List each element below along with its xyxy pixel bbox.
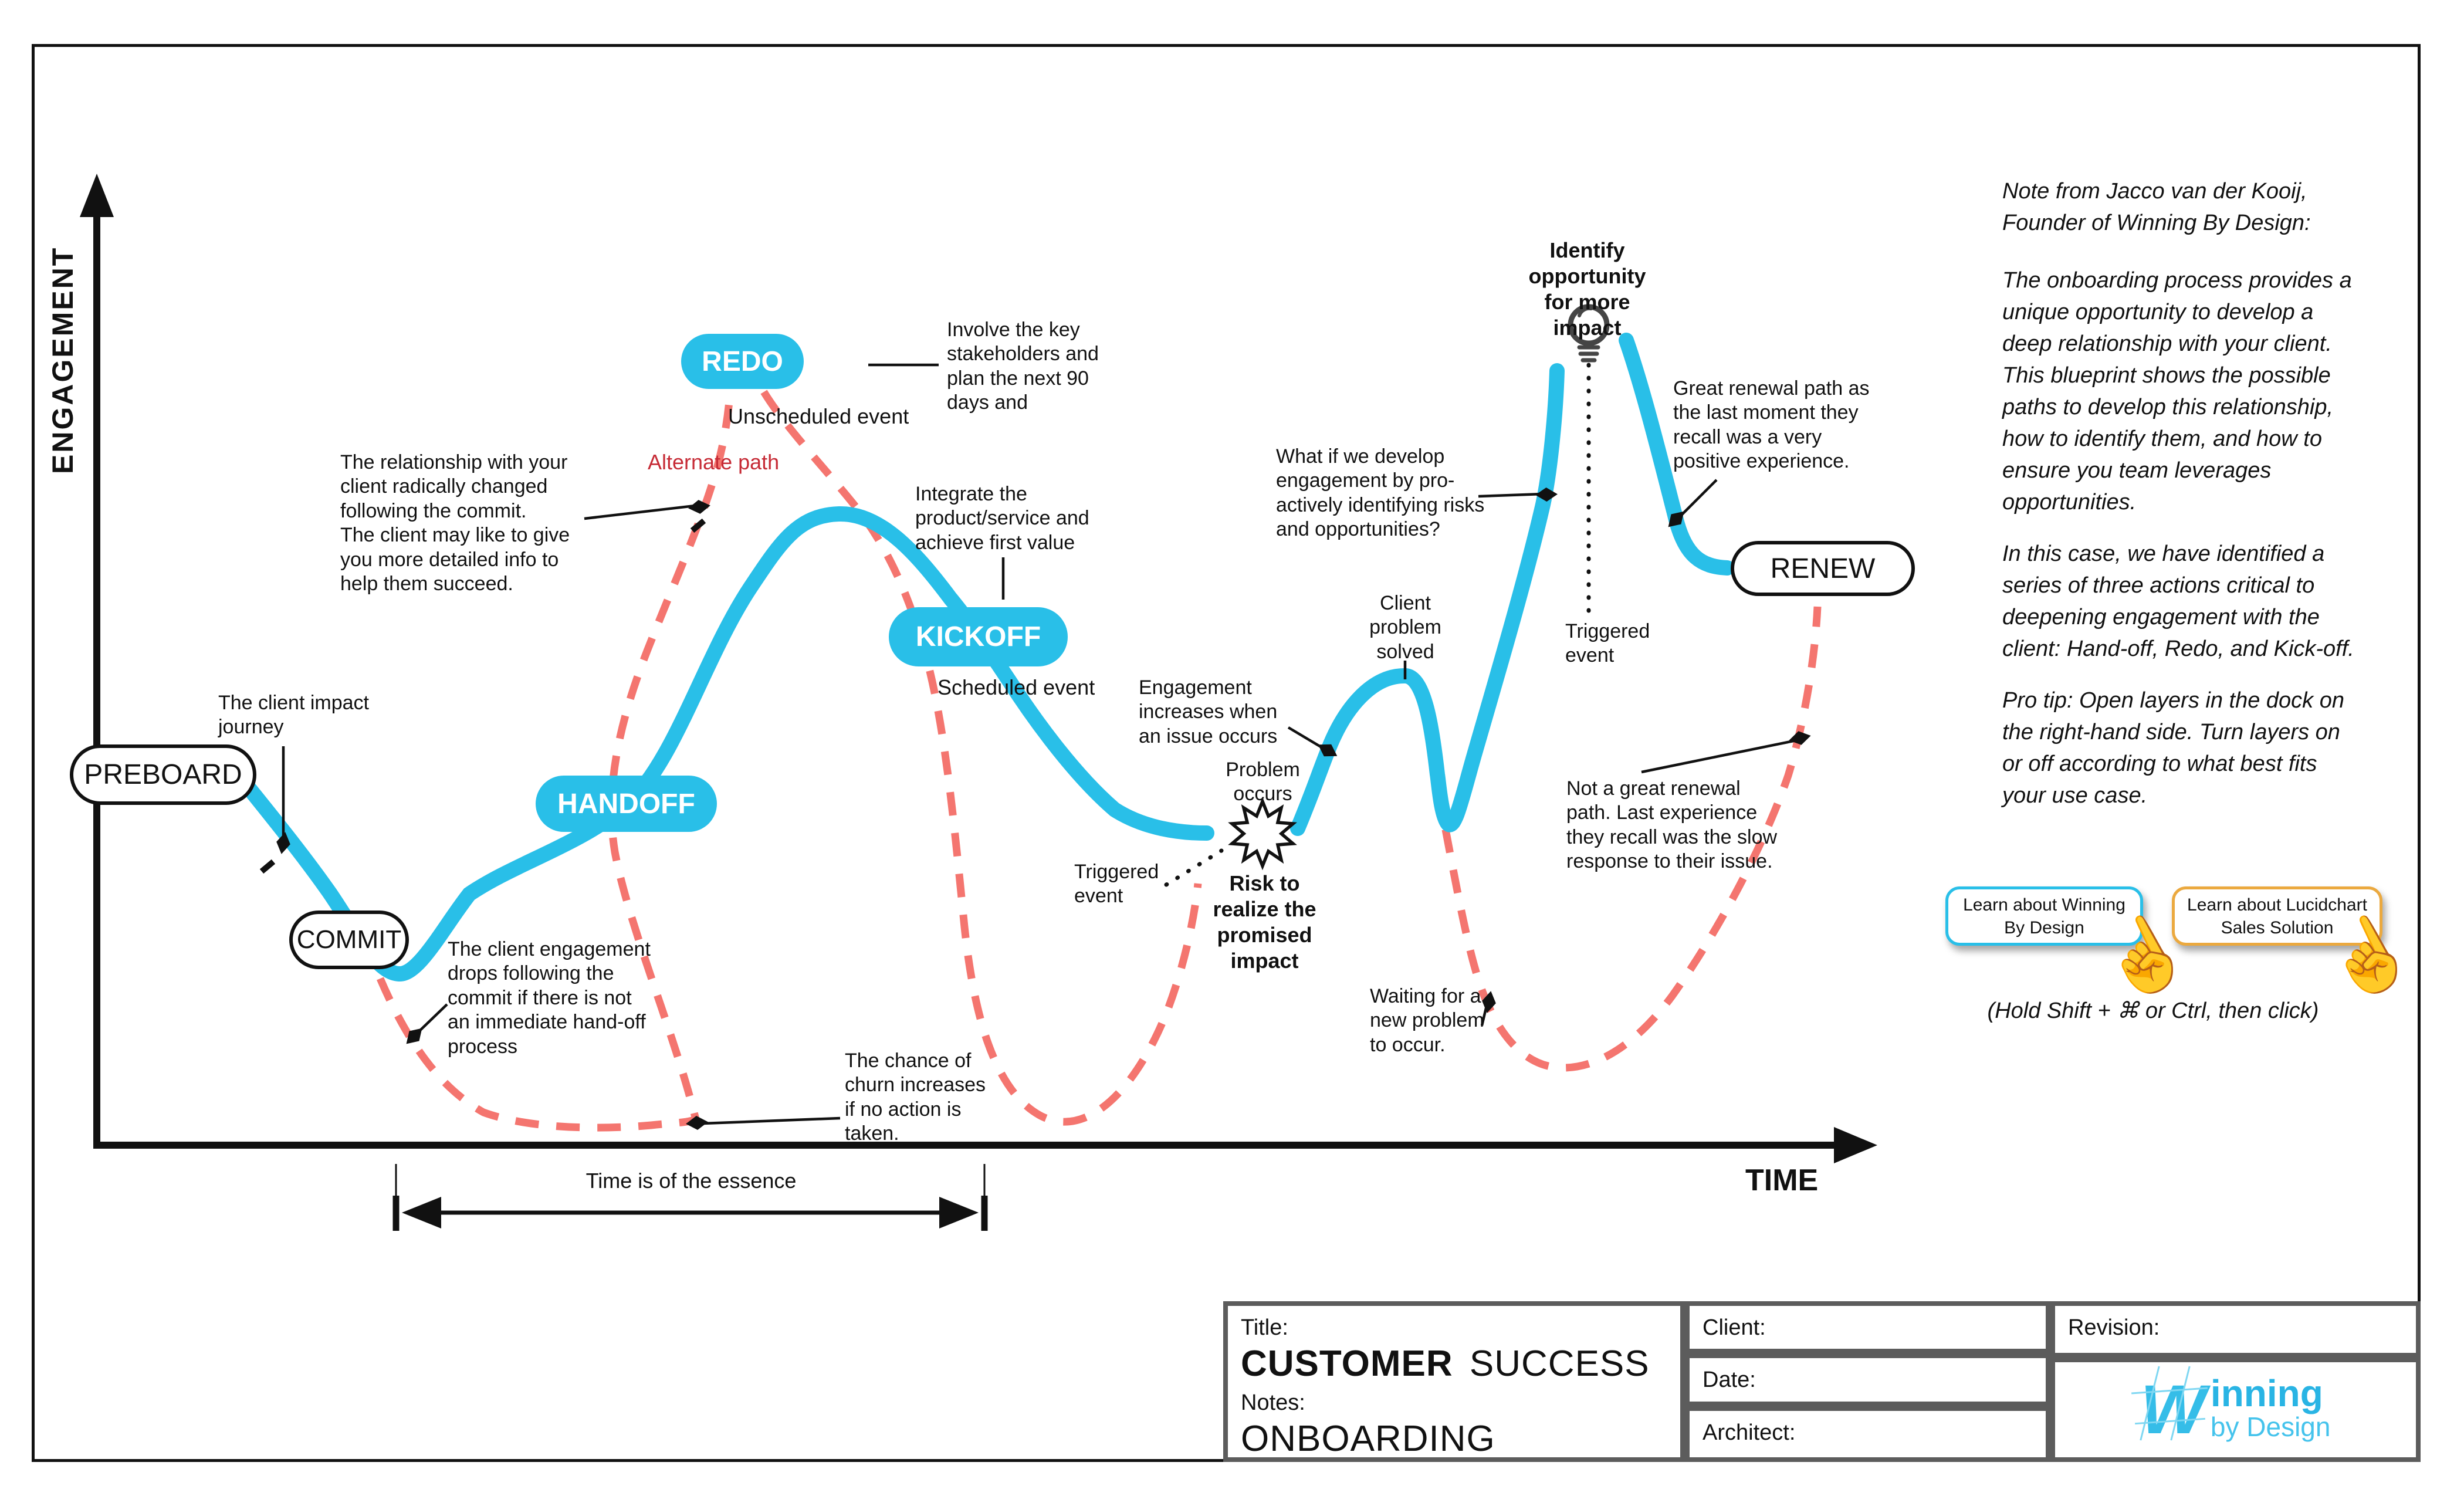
stage-renew[interactable]: RENEW bbox=[1731, 541, 1915, 596]
title-value-strong: CUSTOMER bbox=[1241, 1343, 1453, 1384]
date-label: Date: bbox=[1703, 1368, 1756, 1392]
logo-text: inning by Design bbox=[2210, 1372, 2331, 1443]
triggered-event-dotted-lines bbox=[1164, 363, 1591, 887]
stage-kickoff-label: KICKOFF bbox=[915, 621, 1041, 652]
annotation-not-great-renewal: Not a great renewal path. Last experienc… bbox=[1566, 777, 1778, 873]
annotation-risk: Risk to realize the promised impact bbox=[1213, 871, 1316, 973]
stage-renew-label: RENEW bbox=[1770, 553, 1876, 584]
titleblock-logo-cell: W inning by Design bbox=[2050, 1358, 2421, 1462]
note-paragraph-2: The onboarding process provides a unique… bbox=[2002, 268, 2352, 515]
stage-commit-label: COMMIT bbox=[296, 925, 402, 954]
event-diamond-markers bbox=[259, 488, 1811, 1130]
revision-label: Revision: bbox=[2068, 1315, 2160, 1340]
time-measure bbox=[392, 1164, 988, 1231]
stage-redo-label: REDO bbox=[702, 346, 783, 377]
alternate-path-bad-renewal bbox=[1441, 606, 1822, 1072]
annotation-engagement-drop: The client engagement drops following th… bbox=[448, 938, 651, 1058]
lightbulb-icon bbox=[1568, 304, 1610, 363]
stage-preboard[interactable]: PREBOARD bbox=[70, 744, 256, 805]
annotation-problem-solved: Client problem solved bbox=[1369, 592, 1441, 663]
logo-w-glyph: W bbox=[2131, 1366, 2208, 1450]
annotation-relationship: The relationship with your client radica… bbox=[340, 451, 570, 595]
annotation-churn: The chance of churn increases if no acti… bbox=[845, 1050, 986, 1145]
title-value-rest: SUCCESS bbox=[1469, 1343, 1650, 1384]
annotation-what-if: What if we develop engagement by pro- ac… bbox=[1276, 445, 1485, 541]
titleblock-architect-cell[interactable]: Architect: bbox=[1685, 1406, 2050, 1462]
stage-redo[interactable]: REDO bbox=[681, 334, 804, 389]
problem-starburst-icon bbox=[1228, 797, 1297, 871]
stage-handoff[interactable]: HANDOFF bbox=[536, 776, 717, 832]
alternate-path-redo-churn bbox=[760, 390, 1202, 1126]
logo-by-design-text: by Design bbox=[2210, 1411, 2331, 1442]
annotation-alternate-path: Alternate path bbox=[648, 450, 780, 474]
note-paragraph-1: Note from Jacco van der Kooij, Founder o… bbox=[2002, 179, 2311, 235]
y-axis bbox=[80, 174, 114, 1149]
titleblock-client-cell[interactable]: Client: bbox=[1685, 1301, 2050, 1353]
annotation-triggered-event-right: Triggered event bbox=[1565, 620, 1650, 667]
click-instruction-caption: (Hold Shift + ⌘ or Ctrl, then click) bbox=[1987, 999, 2319, 1023]
titleblock-date-cell[interactable]: Date: bbox=[1685, 1353, 2050, 1406]
title-value: CUSTOMER SUCCESS bbox=[1241, 1343, 1667, 1385]
stage-kickoff[interactable]: KICKOFF bbox=[889, 607, 1068, 666]
winning-by-design-logo: W inning by Design bbox=[2055, 1362, 2416, 1457]
annotation-unscheduled-event: Unscheduled event bbox=[728, 404, 909, 428]
logo-w-letter: W bbox=[2140, 1371, 2206, 1448]
annotation-client-impact: The client impact journey bbox=[218, 692, 369, 739]
x-axis-label: TIME bbox=[1745, 1163, 1819, 1197]
client-label: Client: bbox=[1703, 1315, 1766, 1340]
architect-label: Architect: bbox=[1703, 1420, 1796, 1445]
titleblock-revision-cell[interactable]: Revision: bbox=[2050, 1301, 2421, 1358]
annotation-triggered-event-left: Triggered event bbox=[1074, 861, 1159, 908]
annotation-identify-opportunity: Identify opportunity for more impact bbox=[1528, 238, 1646, 340]
note-paragraph-3: In this case, we have identified a serie… bbox=[2002, 541, 2354, 661]
y-axis-label: ENGAGEMENT bbox=[46, 246, 79, 474]
title-label: Title: bbox=[1241, 1315, 1288, 1340]
notes-value: ONBOARDING bbox=[1241, 1419, 1495, 1459]
learn-lucidchart-label: Learn about Lucidchart Sales Solution bbox=[2187, 895, 2367, 937]
annotation-great-renewal: Great renewal path as the last moment th… bbox=[1673, 377, 1870, 473]
annotation-involve-stakeholders: Involve the key stakeholders and plan th… bbox=[947, 319, 1099, 414]
x-axis bbox=[93, 1127, 1877, 1163]
logo-inning-text: inning bbox=[2210, 1372, 2323, 1415]
annotation-scheduled-event: Scheduled event bbox=[937, 675, 1095, 699]
learn-winning-by-design-label: Learn about Winning By Design bbox=[1963, 895, 2125, 937]
notes-label: Notes: bbox=[1241, 1390, 1305, 1415]
annotation-waiting-problem: Waiting for a new problem to occur. bbox=[1370, 985, 1484, 1056]
learn-winning-by-design-button[interactable]: Learn about Winning By Design bbox=[1945, 886, 2143, 946]
annotation-engagement-increases: Engagement increases when an issue occur… bbox=[1139, 676, 1278, 747]
stage-handoff-label: HANDOFF bbox=[557, 788, 695, 820]
titleblock-title-cell: Title: CUSTOMER SUCCESS Notes: ONBOARDIN… bbox=[1223, 1301, 1685, 1462]
time-measure-label: Time is of the essence bbox=[585, 1169, 797, 1193]
stage-preboard-label: PREBOARD bbox=[84, 759, 242, 790]
learn-lucidchart-button[interactable]: Learn about Lucidchart Sales Solution bbox=[2172, 886, 2382, 946]
note-paragraph-4: Pro tip: Open layers in the dock on the … bbox=[2002, 688, 2344, 808]
annotation-problem-occurs: Problem occurs bbox=[1226, 759, 1300, 805]
annotation-integrate: Integrate the product/service and achiev… bbox=[915, 483, 1089, 554]
stage-commit[interactable]: COMMIT bbox=[289, 911, 409, 969]
